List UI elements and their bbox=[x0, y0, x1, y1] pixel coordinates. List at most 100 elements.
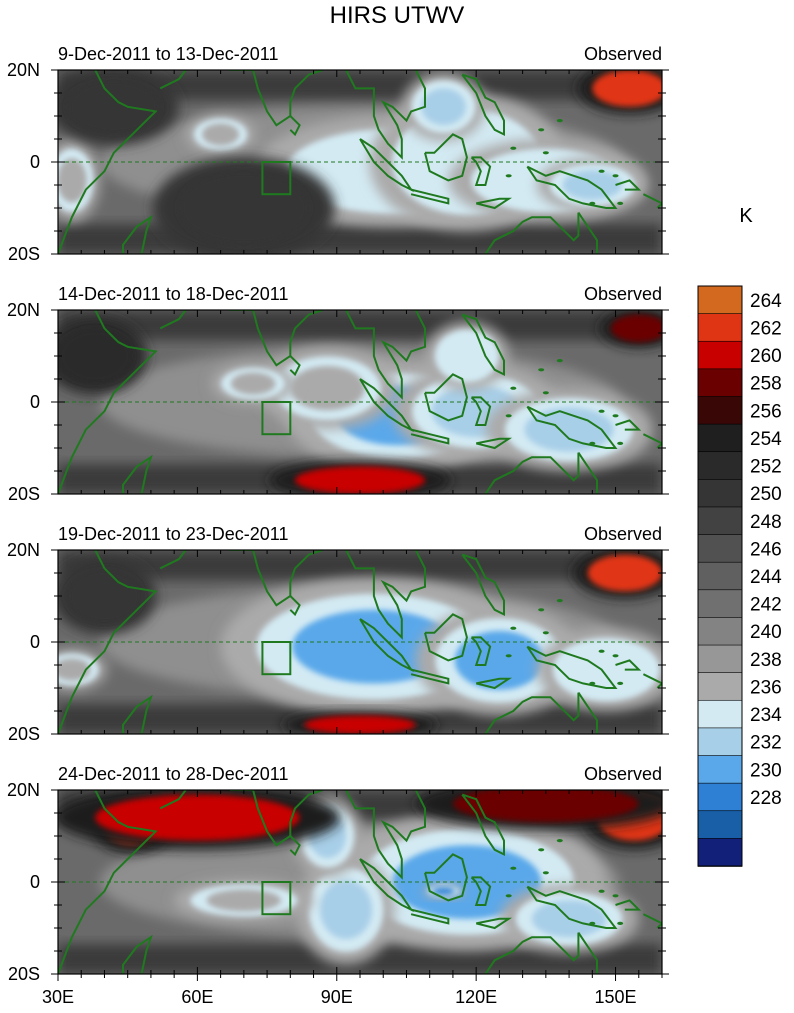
moist-core bbox=[290, 366, 365, 411]
island bbox=[542, 391, 549, 395]
colorbar-swatch bbox=[697, 672, 743, 702]
colorbar-swatch bbox=[697, 561, 743, 591]
colorbar-label: 250 bbox=[750, 484, 782, 505]
dry-core bbox=[304, 715, 416, 734]
box-region bbox=[261, 881, 292, 916]
panel-3: 20N 0 20S 19-Dec-2011 to 23-Dec-2011 Observe… bbox=[7, 524, 669, 744]
island bbox=[617, 921, 624, 926]
coastline bbox=[424, 613, 468, 662]
panel-field bbox=[58, 790, 662, 974]
panels: 20N 0 20S 9-Dec-2011 to 13-Dec-2011 Observed… bbox=[7, 44, 669, 984]
island bbox=[505, 894, 512, 898]
island bbox=[538, 848, 545, 852]
dry-core bbox=[452, 790, 639, 823]
coastline bbox=[289, 115, 301, 137]
colorbar-label: 254 bbox=[750, 429, 782, 450]
coastline bbox=[159, 550, 188, 570]
coastline bbox=[58, 790, 158, 974]
coastline bbox=[475, 197, 513, 210]
dry-core bbox=[610, 314, 662, 343]
coastline bbox=[58, 550, 158, 734]
colorbar-frame bbox=[697, 285, 743, 867]
coastline bbox=[526, 885, 618, 929]
coastline bbox=[345, 550, 426, 640]
island bbox=[505, 654, 512, 658]
ticks bbox=[51, 549, 669, 735]
colorbar-swatch bbox=[697, 285, 743, 315]
coastlines bbox=[58, 70, 662, 254]
colorbar-label: 242 bbox=[750, 595, 782, 616]
island bbox=[556, 119, 563, 123]
island bbox=[589, 201, 596, 205]
panel-date-label: 14-Dec-2011 to 18-Dec-2011 bbox=[58, 284, 288, 304]
colorbar: 264 262 260 258 256 254 252 250 248 246 244 242 240 2… bbox=[697, 285, 782, 867]
panel-4: 20N 0 20S 24-Dec-2011 to 28-Dec-2011 Observe… bbox=[7, 764, 669, 984]
panel-field bbox=[58, 550, 662, 734]
island bbox=[589, 921, 596, 926]
moist-core bbox=[421, 88, 466, 126]
colorbar-swatch bbox=[697, 589, 743, 619]
dry-core bbox=[67, 568, 142, 624]
coastlines bbox=[58, 790, 662, 974]
coastline bbox=[577, 932, 598, 974]
coastline bbox=[122, 214, 153, 254]
coastline bbox=[229, 70, 324, 127]
dry-core bbox=[178, 171, 309, 245]
moist-core bbox=[454, 630, 544, 690]
colorbar-label: 236 bbox=[750, 677, 782, 698]
island bbox=[510, 866, 517, 870]
panel-type-label: Observed bbox=[584, 524, 662, 544]
colorbar-swatch bbox=[697, 838, 743, 867]
moist-core bbox=[444, 337, 490, 375]
coastline bbox=[159, 310, 188, 330]
colorbar-label: 246 bbox=[750, 539, 782, 560]
coastline bbox=[289, 835, 301, 857]
colorbar-label: 248 bbox=[750, 512, 782, 533]
y-tick-label: 20N bbox=[7, 780, 40, 800]
y-tick-label: 20N bbox=[7, 540, 40, 560]
colorbar-swatch bbox=[697, 479, 743, 508]
colorbar-label: 230 bbox=[750, 760, 782, 781]
island bbox=[505, 414, 512, 418]
coastline bbox=[642, 433, 662, 449]
panel-type-label: Observed bbox=[584, 44, 662, 64]
coastline bbox=[615, 179, 642, 191]
y-tick-label: 0 bbox=[30, 152, 40, 172]
moist-core bbox=[292, 609, 456, 684]
island bbox=[510, 146, 517, 150]
moist-core bbox=[524, 407, 614, 452]
coastline bbox=[410, 188, 450, 205]
dry-core bbox=[294, 466, 426, 494]
colorbar-swatch bbox=[697, 506, 743, 536]
figure-title: HIRS UTWV bbox=[330, 2, 465, 29]
panel-date-label: 9-Dec-2011 to 13-Dec-2011 bbox=[58, 44, 278, 64]
island bbox=[542, 151, 549, 155]
coastline bbox=[526, 405, 618, 449]
ticks bbox=[51, 309, 669, 495]
coastline bbox=[159, 790, 188, 810]
island bbox=[510, 626, 517, 630]
colorbar-swatch bbox=[697, 451, 743, 481]
coastline bbox=[484, 692, 580, 734]
y-tick-label: 20S bbox=[8, 484, 40, 504]
island bbox=[538, 608, 545, 612]
island bbox=[510, 386, 517, 390]
island bbox=[612, 414, 619, 418]
coastline bbox=[289, 595, 301, 617]
island bbox=[598, 649, 605, 653]
coastline bbox=[461, 793, 505, 857]
x-axis: 30E 60E 90E 120E 150E bbox=[42, 987, 637, 1007]
coastline bbox=[345, 790, 426, 880]
coastline bbox=[642, 193, 662, 209]
colorbar-label: 256 bbox=[750, 401, 782, 422]
colorbar-swatch bbox=[697, 534, 743, 563]
moist-core bbox=[569, 647, 644, 692]
moist-core bbox=[202, 123, 240, 146]
y-tick-label: 0 bbox=[30, 632, 40, 652]
panel-date-label: 24-Dec-2011 to 28-Dec-2011 bbox=[58, 764, 288, 784]
coastline bbox=[410, 428, 450, 445]
island bbox=[505, 174, 512, 178]
coastline bbox=[122, 934, 153, 974]
island bbox=[598, 889, 605, 893]
island bbox=[556, 359, 563, 363]
